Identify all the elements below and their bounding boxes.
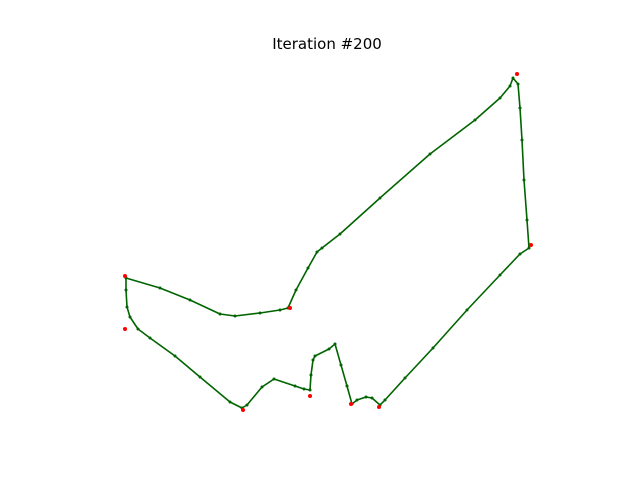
tour-node-39 — [124, 288, 128, 292]
city-point-1 — [529, 243, 533, 247]
tour-node-20 — [333, 342, 337, 346]
tour-node-56 — [498, 96, 502, 100]
tour-node-50 — [315, 250, 319, 254]
tour-node-42 — [188, 298, 192, 302]
tour-node-34 — [173, 354, 177, 358]
city-point-8 — [377, 405, 381, 409]
tour-node-48 — [294, 288, 298, 292]
tour-node-3 — [520, 138, 524, 142]
tour-node-10 — [431, 346, 435, 350]
tour-node-35 — [148, 336, 152, 340]
tour-node-51 — [320, 246, 324, 250]
tour-node-41 — [158, 286, 162, 290]
tour-node-9 — [465, 308, 469, 312]
tour-node-57 — [508, 84, 512, 88]
tour-node-28 — [272, 377, 276, 381]
tour-node-54 — [428, 152, 432, 156]
city-point-0 — [515, 72, 519, 76]
tour-node-55 — [473, 118, 477, 122]
tour-node-8 — [498, 273, 502, 277]
tour-node-26 — [302, 387, 306, 391]
tour-node-46 — [278, 308, 282, 312]
tour-node-27 — [293, 384, 297, 388]
tour-node-43 — [218, 312, 222, 316]
plot-area — [123, 72, 533, 412]
tour-node-38 — [125, 305, 129, 309]
tour-node-22 — [313, 354, 317, 358]
tour-node-19 — [339, 363, 343, 367]
tour-node-33 — [198, 375, 202, 379]
tour-node-21 — [327, 347, 331, 351]
tour-node-29 — [260, 385, 264, 389]
city-point-2 — [288, 306, 292, 310]
tour-node-4 — [522, 178, 526, 182]
city-point-3 — [123, 274, 127, 278]
tour-node-30 — [245, 403, 249, 407]
tour-node-23 — [311, 358, 315, 362]
tour-node-12 — [383, 398, 387, 402]
tour-node-15 — [364, 395, 368, 399]
tour-node-45 — [258, 311, 262, 315]
tour-node-0 — [511, 76, 515, 80]
city-point-4 — [123, 327, 127, 331]
tour-node-5 — [525, 218, 529, 222]
tour-node-52 — [338, 232, 342, 236]
chart-title: Iteration #200 — [272, 35, 382, 53]
tour-node-53 — [378, 196, 382, 200]
tour-node-44 — [233, 314, 237, 318]
tour-node-18 — [345, 384, 349, 388]
tour-node-32 — [228, 400, 232, 404]
tour-node-37 — [128, 315, 132, 319]
city-point-5 — [241, 408, 245, 412]
tour-node-7 — [518, 252, 522, 256]
tour-node-1 — [516, 82, 520, 86]
tour-node-11 — [403, 376, 407, 380]
tour-node-14 — [370, 396, 374, 400]
tour-node-36 — [136, 327, 140, 331]
tour-node-49 — [306, 266, 310, 270]
tour-node-24 — [309, 373, 313, 377]
tour-node-25 — [308, 388, 312, 392]
city-point-6 — [308, 394, 312, 398]
tour-node-16 — [355, 398, 359, 402]
city-point-7 — [349, 402, 353, 406]
tour-node-6 — [527, 246, 531, 250]
tour-node-2 — [518, 106, 522, 110]
